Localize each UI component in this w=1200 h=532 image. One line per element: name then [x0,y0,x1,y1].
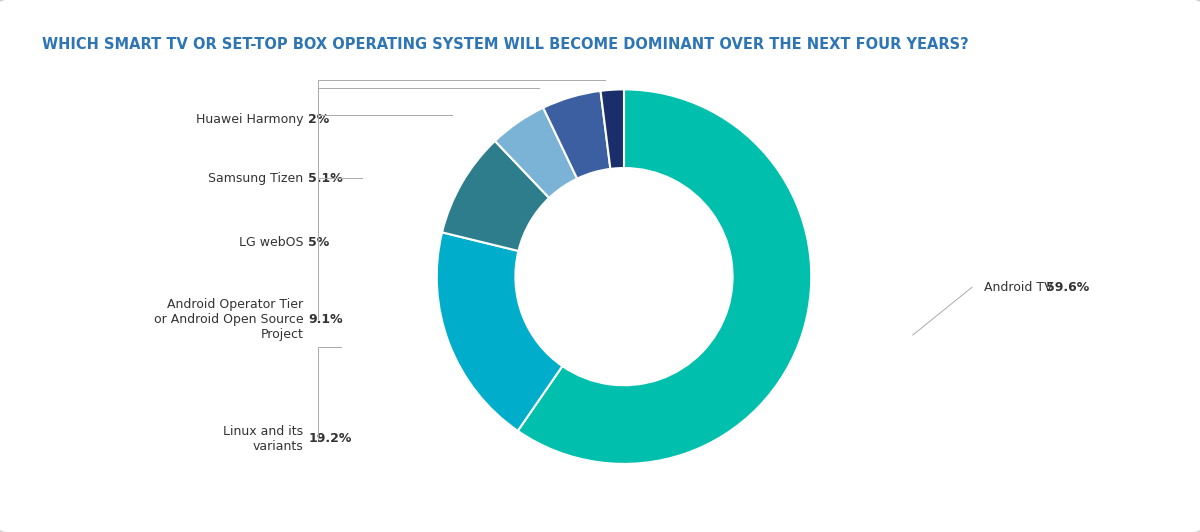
Text: Android TV: Android TV [984,281,1061,294]
Wedge shape [517,89,811,464]
Text: 5%: 5% [308,236,330,248]
Wedge shape [494,107,577,198]
Text: Huawei Harmony: Huawei Harmony [196,113,304,126]
Text: WHICH SMART TV OR SET-TOP BOX OPERATING SYSTEM WILL BECOME DOMINANT OVER THE NEX: WHICH SMART TV OR SET-TOP BOX OPERATING … [42,37,968,52]
Wedge shape [600,89,624,169]
Text: 59.6%: 59.6% [1046,281,1090,294]
Text: 2%: 2% [308,113,330,126]
Text: 19.2%: 19.2% [308,433,352,445]
Wedge shape [437,232,563,431]
Text: Linux and its
variants: Linux and its variants [223,425,304,453]
Text: 9.1%: 9.1% [308,313,343,326]
Wedge shape [544,91,611,179]
Text: LG webOS: LG webOS [239,236,304,248]
Text: Samsung Tizen: Samsung Tizen [209,172,304,185]
Wedge shape [442,141,550,251]
Text: Android Operator Tier
or Android Open Source
Project: Android Operator Tier or Android Open So… [154,298,304,340]
Text: 5.1%: 5.1% [308,172,343,185]
